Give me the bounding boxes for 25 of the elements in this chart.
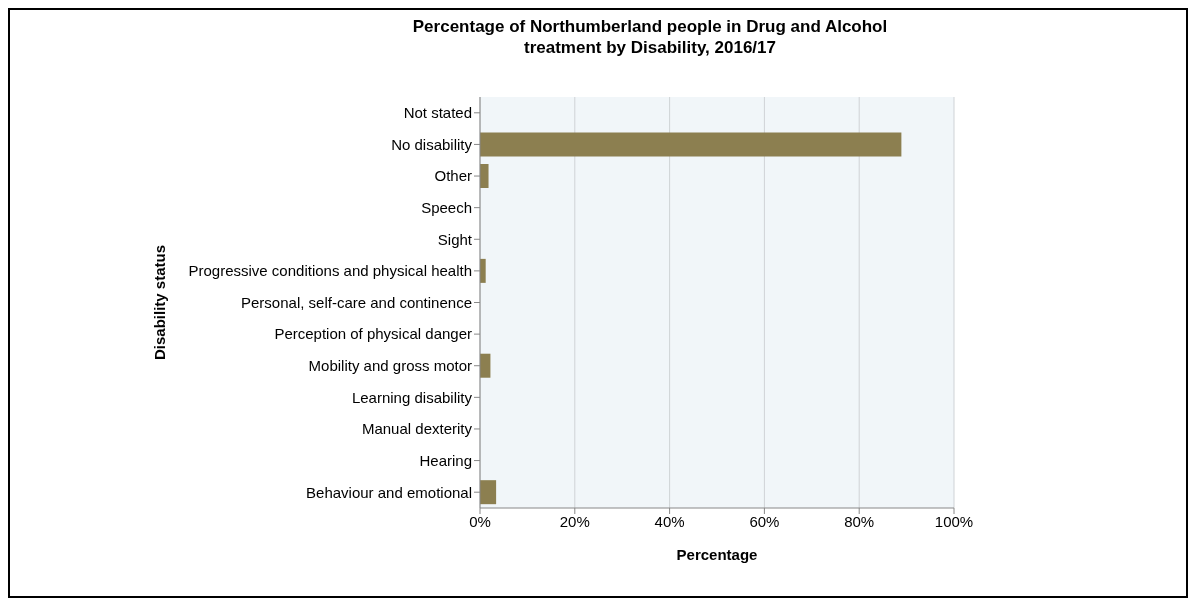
y-tick-label: Perception of physical danger <box>274 325 472 343</box>
x-tick-label: 100% <box>934 512 974 530</box>
y-tick-label: Other <box>434 167 472 185</box>
y-tick-label: No disability <box>391 135 473 153</box>
y-tick-label: Learning disability <box>351 388 473 406</box>
y-tick-label: Progressive conditions and physical health <box>188 262 472 280</box>
y-tick-label: Personal, self-care and continence <box>241 293 472 311</box>
x-tick-label: 40% <box>654 512 685 530</box>
y-tick-label: Hearing <box>419 451 472 469</box>
y-axis-title: Disability status <box>151 244 169 361</box>
y-tick-label: Manual dexterity <box>361 420 473 438</box>
x-tick-label: 80% <box>844 512 875 530</box>
y-tick-label: Not stated <box>403 104 472 122</box>
x-tick-label: 60% <box>749 512 780 530</box>
y-tick-label: Sight <box>437 230 473 248</box>
chart-title: Percentage of Northumberland people in Drug and Alcohol treatment by Disability, 2016/17 <box>411 16 889 58</box>
bar <box>480 132 902 157</box>
x-tick-label: 0% <box>469 512 491 530</box>
x-tick-label: 20% <box>559 512 590 530</box>
bar <box>480 480 497 505</box>
y-tick-label: Behaviour and emotional <box>306 483 472 501</box>
bar <box>480 164 489 189</box>
x-axis-title: Percentage <box>676 546 758 563</box>
y-tick-label: Speech <box>421 198 472 216</box>
y-tick-label: Mobility and gross motor <box>308 357 472 375</box>
